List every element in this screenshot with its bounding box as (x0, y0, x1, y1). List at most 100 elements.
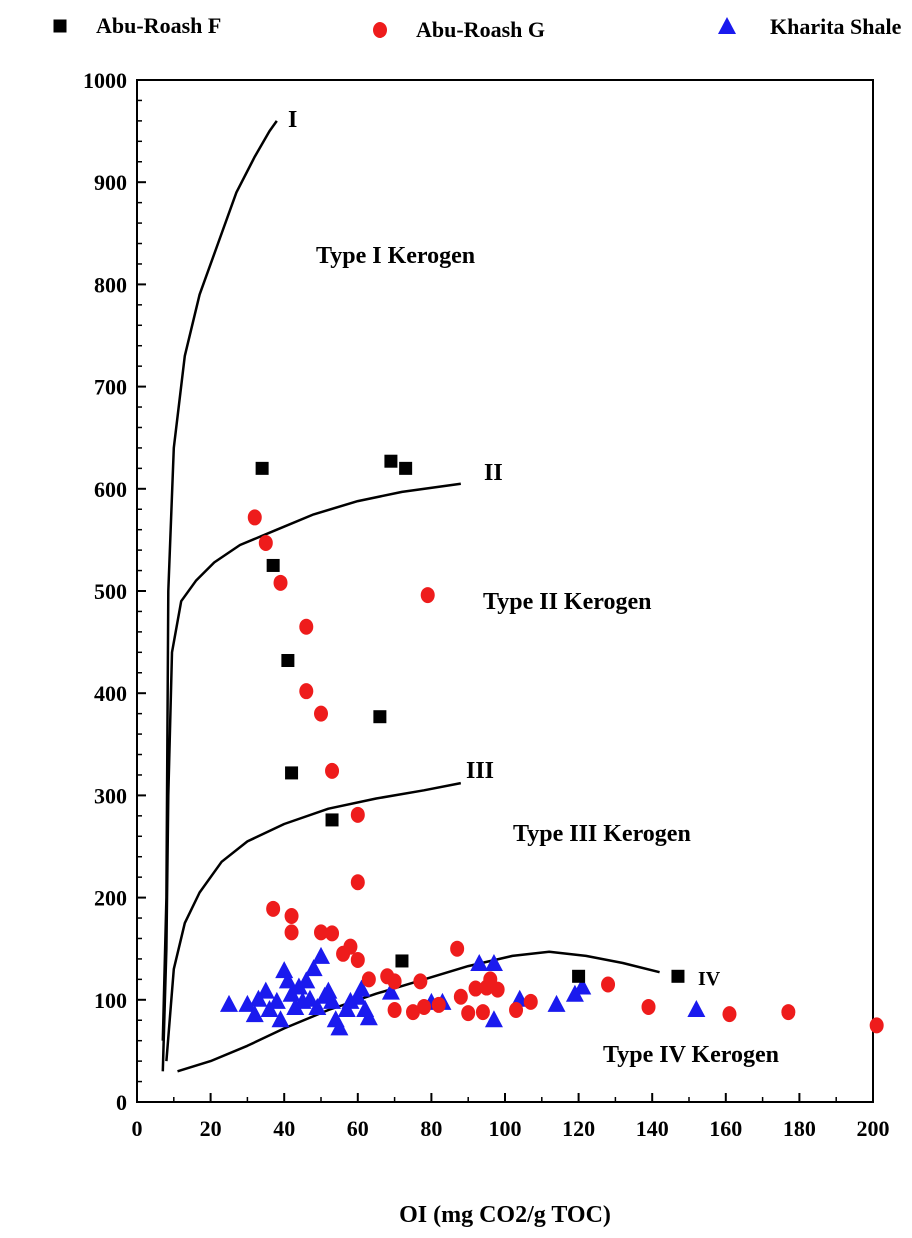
data-point (572, 969, 586, 983)
data-point (484, 1010, 503, 1028)
data-point (256, 981, 275, 999)
data-point (308, 997, 327, 1015)
curve-label: III (466, 758, 494, 784)
y-tick-label: 600 (94, 477, 127, 502)
data-point (325, 813, 339, 827)
data-point (523, 993, 538, 1010)
x-tick-label: 180 (783, 1116, 816, 1141)
data-point (273, 574, 288, 591)
data-point (373, 710, 387, 724)
data-point (671, 969, 685, 983)
data-point (547, 994, 566, 1012)
y-tick-label: 0 (116, 1090, 127, 1115)
data-point (255, 461, 269, 475)
data-point (312, 946, 330, 964)
x-axis-title: OI (mg CO2/g TOC) (399, 1202, 611, 1228)
data-point (468, 980, 483, 997)
data-point (361, 971, 376, 988)
legend-item: Kharita Shale (718, 14, 902, 39)
legend-label: Kharita Shale (770, 14, 902, 39)
data-point (641, 998, 656, 1015)
data-point (314, 924, 328, 941)
data-point (266, 558, 280, 572)
data-point (300, 989, 319, 1007)
data-point (352, 979, 371, 997)
data-point (381, 982, 400, 1000)
data-point (431, 996, 446, 1013)
curve-label: II (484, 460, 503, 486)
y-tick-label: 400 (94, 681, 127, 706)
legend-marker (53, 19, 67, 33)
data-point (350, 874, 365, 891)
data-point (350, 806, 365, 823)
data-point (319, 981, 338, 999)
data-point (314, 705, 328, 722)
data-point (509, 1002, 524, 1019)
data-point (275, 961, 294, 979)
data-point (395, 954, 409, 968)
data-point (384, 454, 398, 468)
x-tick-label: 140 (636, 1116, 669, 1141)
data-point (387, 1002, 402, 1019)
data-point (573, 977, 592, 995)
legend: Abu-Roash F Abu-Roash G Kharita Shale (53, 13, 902, 42)
data-point (299, 683, 314, 700)
curve-type-i (161, 120, 278, 1041)
y-tick-label: 100 (94, 988, 127, 1013)
data-point (267, 991, 286, 1009)
data-point (453, 988, 468, 1005)
y-tick-label: 200 (94, 886, 127, 911)
legend-label: Abu-Roash G (416, 17, 545, 42)
data-point (281, 653, 295, 667)
data-point (299, 618, 314, 635)
legend-label: Abu-Roash F (96, 13, 221, 38)
legend-item: Abu-Roash F (53, 13, 221, 38)
data-point (220, 994, 238, 1012)
data-point (258, 534, 273, 551)
data-point (304, 959, 323, 977)
data-point (245, 1005, 264, 1023)
data-point (350, 951, 365, 968)
y-tick-label: 500 (94, 579, 127, 604)
y-tick-label: 700 (94, 375, 127, 400)
data-point (325, 925, 340, 942)
data-points (220, 454, 884, 1036)
region-label: Type IV Kerogen (603, 1042, 779, 1068)
data-point (601, 976, 616, 993)
data-point (271, 1010, 290, 1028)
data-point (406, 1004, 420, 1021)
data-point (461, 1005, 476, 1022)
legend-item: Abu-Roash G (373, 17, 545, 42)
data-point (420, 587, 435, 604)
data-point (687, 1000, 706, 1018)
y-tick-label: 800 (94, 272, 127, 297)
data-point (336, 945, 351, 962)
y-tick-label: 1000 (83, 68, 127, 93)
data-point (330, 1018, 349, 1036)
data-point (399, 461, 413, 475)
curve-type-ii (161, 482, 461, 1072)
data-point (238, 994, 257, 1012)
region-labels: Type I Kerogen Type II Kerogen Type III Ke… (316, 243, 779, 1068)
data-point (285, 766, 299, 780)
x-tick-label: 120 (562, 1116, 595, 1141)
data-point (284, 924, 299, 941)
data-point (323, 991, 342, 1009)
y-tick-label: 900 (94, 170, 127, 195)
data-point (475, 1004, 490, 1021)
data-point (359, 1008, 378, 1026)
y-tick-label: 300 (94, 783, 127, 808)
x-tick-label: 40 (273, 1116, 295, 1141)
data-point (266, 900, 281, 917)
data-point (247, 509, 262, 526)
x-tick-label: 100 (489, 1116, 522, 1141)
legend-marker (373, 22, 387, 38)
x-tick-label: 20 (200, 1116, 222, 1141)
data-point (781, 1004, 796, 1021)
data-point (450, 940, 465, 957)
curve-label: IV (698, 968, 721, 990)
region-label: Type III Kerogen (513, 821, 691, 847)
data-point (722, 1006, 737, 1023)
